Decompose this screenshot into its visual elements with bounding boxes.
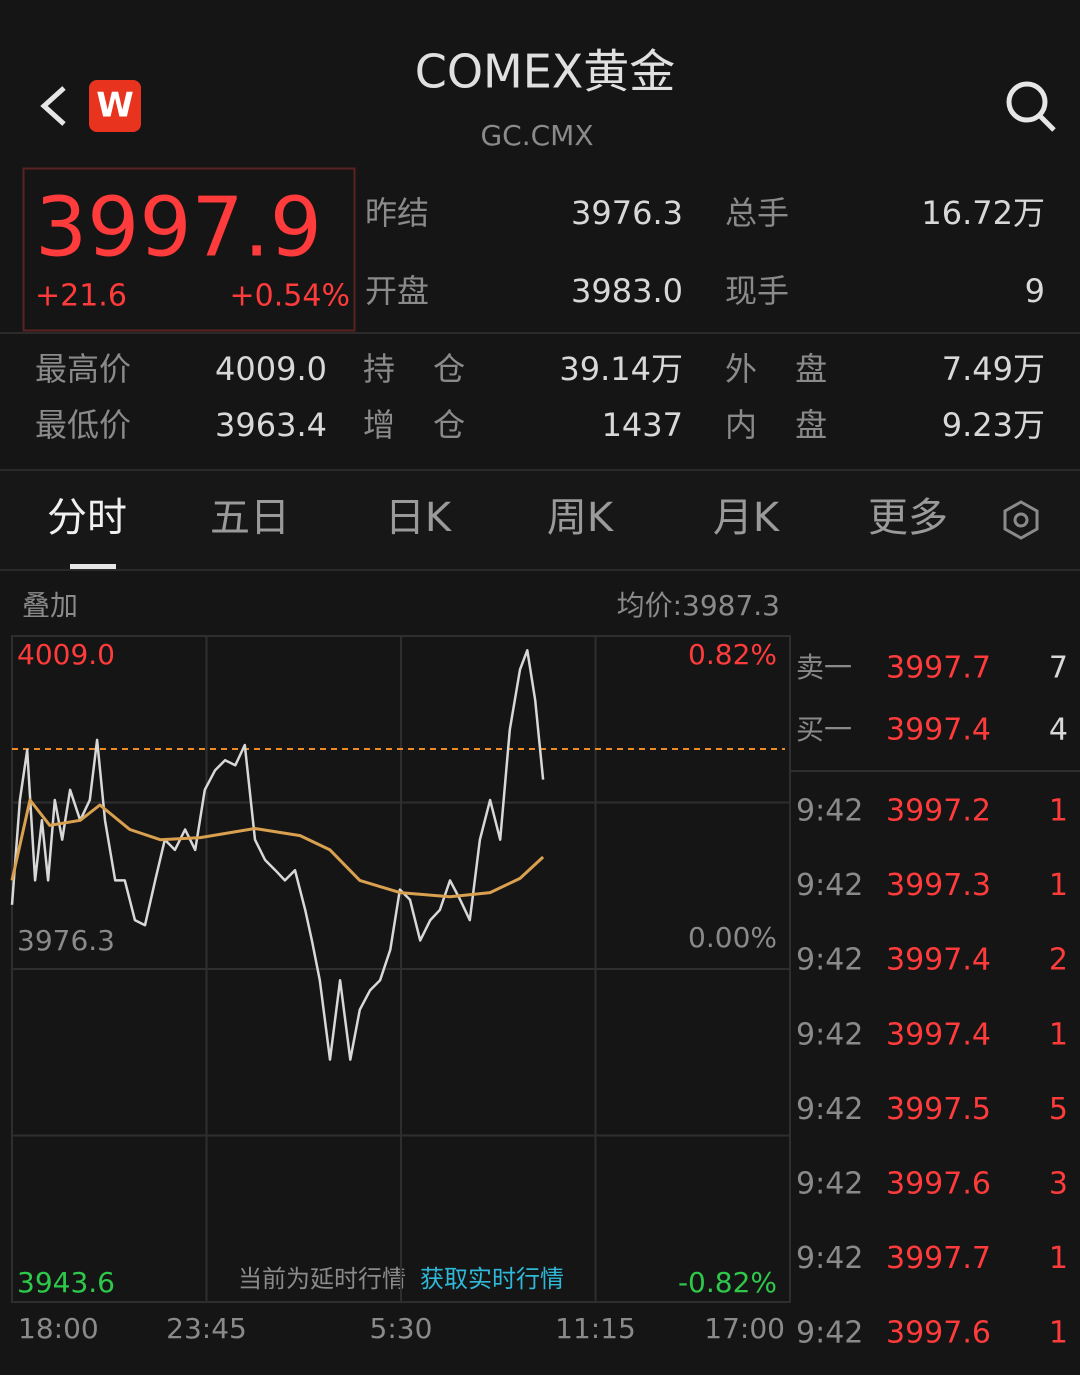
x-tick-label: 23:45 (166, 1312, 247, 1345)
y-tick-label: 4009.0 (17, 638, 115, 671)
price: 3997.9 (35, 180, 322, 275)
stat-value: 3983.0 (571, 272, 683, 310)
realtime-link[interactable]: 获取实时行情 (420, 1265, 564, 1293)
stat-value: 1437 (602, 406, 683, 444)
change-pct: +0.54% (230, 279, 350, 314)
stat-value: 9 (1025, 272, 1045, 310)
y2-tick-label: 0.00% (688, 921, 777, 954)
x-tick-label: 18:00 (18, 1312, 99, 1345)
stat-value: 16.72万 (921, 194, 1045, 232)
stat-value: 4009.0 (215, 350, 327, 388)
book-price: 3997.7 (886, 651, 991, 686)
trade-price: 3997.5 (886, 1092, 991, 1127)
stat-label: 总手 (725, 194, 789, 232)
stat-label: 外 盘 (725, 350, 827, 388)
trade-time: 9:42 (796, 1316, 863, 1351)
logo-letter: W (96, 86, 134, 126)
trade-volume: 2 (1049, 943, 1068, 978)
stat-label: 现手 (725, 272, 789, 310)
stat-label: 内 盘 (725, 406, 827, 444)
y-tick-label: 3976.3 (17, 924, 115, 957)
trade-volume: 1 (1049, 794, 1068, 829)
y-tick-label: 3943.6 (17, 1266, 115, 1299)
x-tick-label: 11:15 (555, 1312, 636, 1345)
trade-volume: 1 (1049, 868, 1068, 903)
book-volume: 7 (1049, 651, 1068, 686)
x-tick-label: 17:00 (704, 1312, 785, 1345)
tab-underline (70, 564, 116, 569)
x-tick-label: 5:30 (370, 1312, 433, 1345)
book-volume: 4 (1049, 713, 1068, 748)
book-label: 买一 (796, 713, 852, 746)
trade-volume: 1 (1049, 1017, 1068, 1052)
trade-price: 3997.4 (886, 943, 991, 978)
trade-price: 3997.7 (886, 1241, 991, 1276)
change: +21.6 (35, 279, 127, 314)
tab[interactable]: 五日 (210, 495, 290, 541)
trade-price: 3997.3 (886, 868, 991, 903)
trade-price: 3997.4 (886, 1017, 991, 1052)
trade-volume: 1 (1049, 1241, 1068, 1276)
back-button[interactable] (40, 86, 66, 126)
stat-label: 昨结 (365, 194, 429, 232)
trade-price: 3997.6 (886, 1167, 991, 1202)
stat-value: 39.14万 (559, 350, 683, 388)
quote-box (22, 167, 356, 332)
trade-time: 9:42 (796, 868, 863, 903)
average: 均价:3987.3 (617, 589, 780, 622)
tab[interactable]: 月K (713, 495, 781, 541)
trade-volume: 3 (1049, 1167, 1068, 1202)
delay-notice: 当前为延时行情 (238, 1265, 406, 1293)
stat-value: 7.49万 (942, 350, 1045, 388)
code: GC.CMX (480, 119, 593, 152)
stat-label: 最高价 (35, 350, 131, 388)
y2-tick-label: -0.82% (678, 1266, 777, 1299)
trade-time: 9:42 (796, 1092, 863, 1127)
stat-label: 增 仓 (363, 406, 465, 444)
tab-bar (0, 470, 1080, 570)
price-line (10, 649, 545, 1061)
book-label: 卖一 (796, 651, 852, 684)
y2-tick-label: 0.82% (688, 638, 777, 671)
stat-value: 3976.3 (571, 194, 683, 232)
trade-time: 9:42 (796, 1017, 863, 1052)
average-line (10, 798, 545, 899)
title: COMEX黄金 (415, 45, 676, 99)
book-price: 3997.4 (886, 713, 991, 748)
stat-value: 3963.4 (215, 406, 327, 444)
tab[interactable]: 分时 (47, 495, 127, 541)
trade-time: 9:42 (796, 794, 863, 829)
trade-price: 3997.2 (886, 794, 991, 829)
stat-label: 开盘 (365, 272, 429, 310)
app-logo (89, 80, 141, 132)
tab[interactable]: 日K (385, 495, 453, 541)
trade-volume: 1 (1049, 1316, 1068, 1351)
overlay[interactable]: 叠加 (22, 589, 78, 622)
trade-volume: 5 (1049, 1092, 1068, 1127)
tab[interactable]: 周K (547, 495, 615, 541)
trade-time: 9:42 (796, 943, 863, 978)
settings-icon[interactable] (1003, 500, 1039, 540)
trade-time: 9:42 (796, 1167, 863, 1202)
tab[interactable]: 更多 (868, 495, 948, 541)
trade-price: 3997.6 (886, 1316, 991, 1351)
stat-label: 最低价 (35, 406, 131, 444)
stat-label: 持 仓 (363, 350, 465, 388)
search-icon[interactable] (1006, 81, 1056, 132)
stat-value: 9.23万 (942, 406, 1045, 444)
trade-time: 9:42 (796, 1241, 863, 1276)
